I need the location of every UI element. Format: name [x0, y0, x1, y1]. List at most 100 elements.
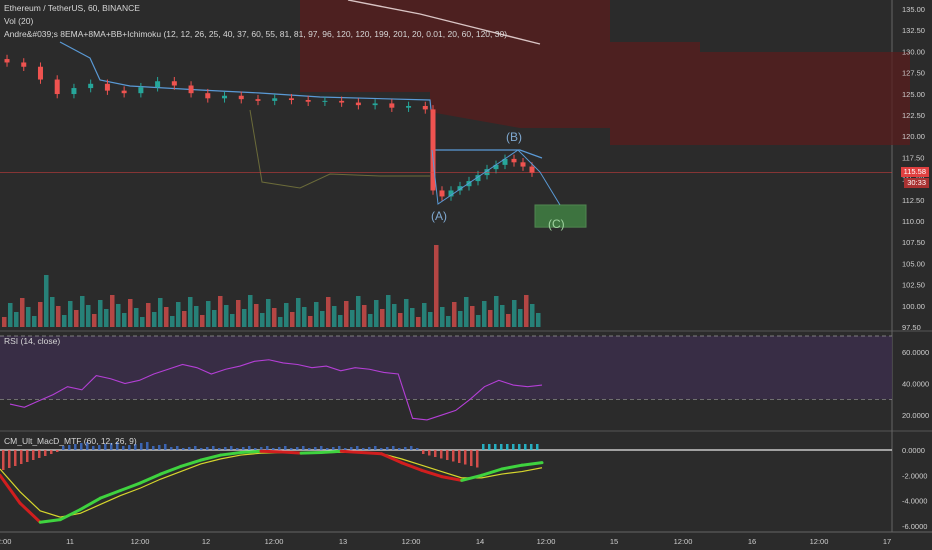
- volume-bar: [446, 316, 451, 327]
- volume-bar: [80, 296, 85, 327]
- volume-bar: [428, 312, 433, 327]
- price-tick-label: 125.00: [902, 90, 925, 99]
- macd-histogram-bar: [182, 448, 185, 450]
- candle: [188, 85, 194, 94]
- macd-histogram-bar: [86, 442, 89, 450]
- candle: [138, 87, 144, 94]
- volume-bar: [296, 298, 301, 327]
- macd-histogram-bar: [446, 450, 449, 460]
- time-tick-label: 12:00: [810, 537, 829, 546]
- macd-histogram-bar: [506, 444, 509, 450]
- volume-bar: [14, 312, 19, 327]
- volume-bar: [224, 305, 229, 327]
- time-tick-label: 12:00: [674, 537, 693, 546]
- macd-histogram-bar: [500, 444, 503, 450]
- volume-indicator-label: Vol (20): [4, 16, 34, 26]
- volume-bar: [194, 306, 199, 327]
- macd-line-segment: [440, 475, 464, 482]
- volume-bar: [350, 310, 355, 327]
- volume-bar: [104, 309, 109, 327]
- macd-histogram-bar: [398, 448, 401, 450]
- volume-bar: [272, 308, 277, 327]
- time-tick-label: 12:00: [0, 537, 11, 546]
- candle: [502, 158, 508, 165]
- volume-bar: [464, 297, 469, 327]
- time-tick-label: 11: [66, 537, 74, 546]
- candle: [406, 105, 412, 108]
- volume-bar: [344, 301, 349, 327]
- candle: [121, 90, 127, 94]
- volume-bar: [182, 311, 187, 327]
- macd-histogram-bar: [404, 447, 407, 450]
- macd-histogram-bar: [272, 448, 275, 450]
- volume-bar: [320, 311, 325, 327]
- volume-bar: [86, 305, 91, 327]
- price-tick-label: 110.00: [902, 217, 924, 226]
- macd-histogram-bar: [62, 446, 65, 450]
- volume-bar: [50, 297, 55, 327]
- price-tick-label: 127.50: [902, 69, 925, 78]
- volume-bar: [416, 317, 421, 327]
- macd-histogram-bar: [362, 448, 365, 450]
- macd-histogram-bar: [158, 445, 161, 450]
- volume-bar: [380, 309, 385, 327]
- price-tick-label: 102.50: [902, 281, 925, 290]
- target-zone-box: [534, 204, 587, 228]
- macd-line-segment: [219, 451, 243, 457]
- macd-line-segment: [279, 450, 303, 455]
- volume-bar: [314, 302, 319, 327]
- macd-histogram-bar: [128, 445, 131, 450]
- volume-bar: [368, 314, 373, 327]
- rsi-tick-label: 40.0000: [902, 380, 929, 389]
- macd-line-segment: [359, 451, 383, 456]
- price-tick-label: 107.50: [902, 238, 925, 247]
- candle: [430, 109, 436, 191]
- macd-histogram-bar: [230, 446, 233, 450]
- volume-bar: [62, 315, 67, 327]
- volume-bar: [278, 317, 283, 327]
- volume-bar: [488, 310, 493, 327]
- macd-histogram-bar: [302, 446, 305, 450]
- price-tick-label: 130.00: [902, 47, 925, 56]
- volume-bar: [374, 300, 379, 327]
- volume-bar: [206, 301, 211, 327]
- candle: [21, 62, 27, 67]
- macd-line-segment: [460, 473, 484, 482]
- time-tick-label: 12: [202, 537, 210, 546]
- volume-bar: [254, 304, 259, 327]
- volume-bar: [266, 299, 271, 327]
- volume-bar: [398, 313, 403, 327]
- candle: [37, 66, 43, 80]
- volume-bar: [146, 303, 151, 327]
- volume-bar: [158, 298, 163, 327]
- volume-bar: [98, 300, 103, 327]
- macd-histogram-bar: [98, 445, 101, 450]
- macd-histogram-bar: [350, 447, 353, 450]
- volume-bar: [524, 295, 529, 327]
- time-tick-label: 16: [748, 537, 756, 546]
- candle: [4, 59, 10, 63]
- last-price-tag: 115.58: [900, 167, 929, 177]
- macd-tick-label: -6.0000: [902, 522, 927, 531]
- macd-histogram-bar: [368, 447, 371, 450]
- rsi-band: [0, 336, 892, 400]
- macd-line-segment: [118, 481, 143, 493]
- macd-histogram-bar: [410, 446, 413, 450]
- volume-bar: [218, 296, 223, 327]
- volume-bar: [212, 310, 217, 327]
- time-tick-label: 17: [883, 537, 891, 546]
- time-tick-label: 12:00: [537, 537, 556, 546]
- macd-histogram-bar: [110, 443, 113, 450]
- macd-histogram-bar: [248, 446, 251, 450]
- volume-bar: [308, 316, 313, 327]
- macd-histogram-bar: [536, 444, 539, 450]
- macd-histogram-bar: [524, 444, 527, 450]
- volume-bar: [536, 313, 541, 327]
- volume-bar: [230, 314, 235, 327]
- volume-bar: [386, 295, 391, 327]
- volume-bar: [290, 312, 295, 327]
- volume-bar: [422, 303, 427, 327]
- price-tick-label: 117.50: [902, 153, 924, 162]
- candle: [372, 103, 378, 106]
